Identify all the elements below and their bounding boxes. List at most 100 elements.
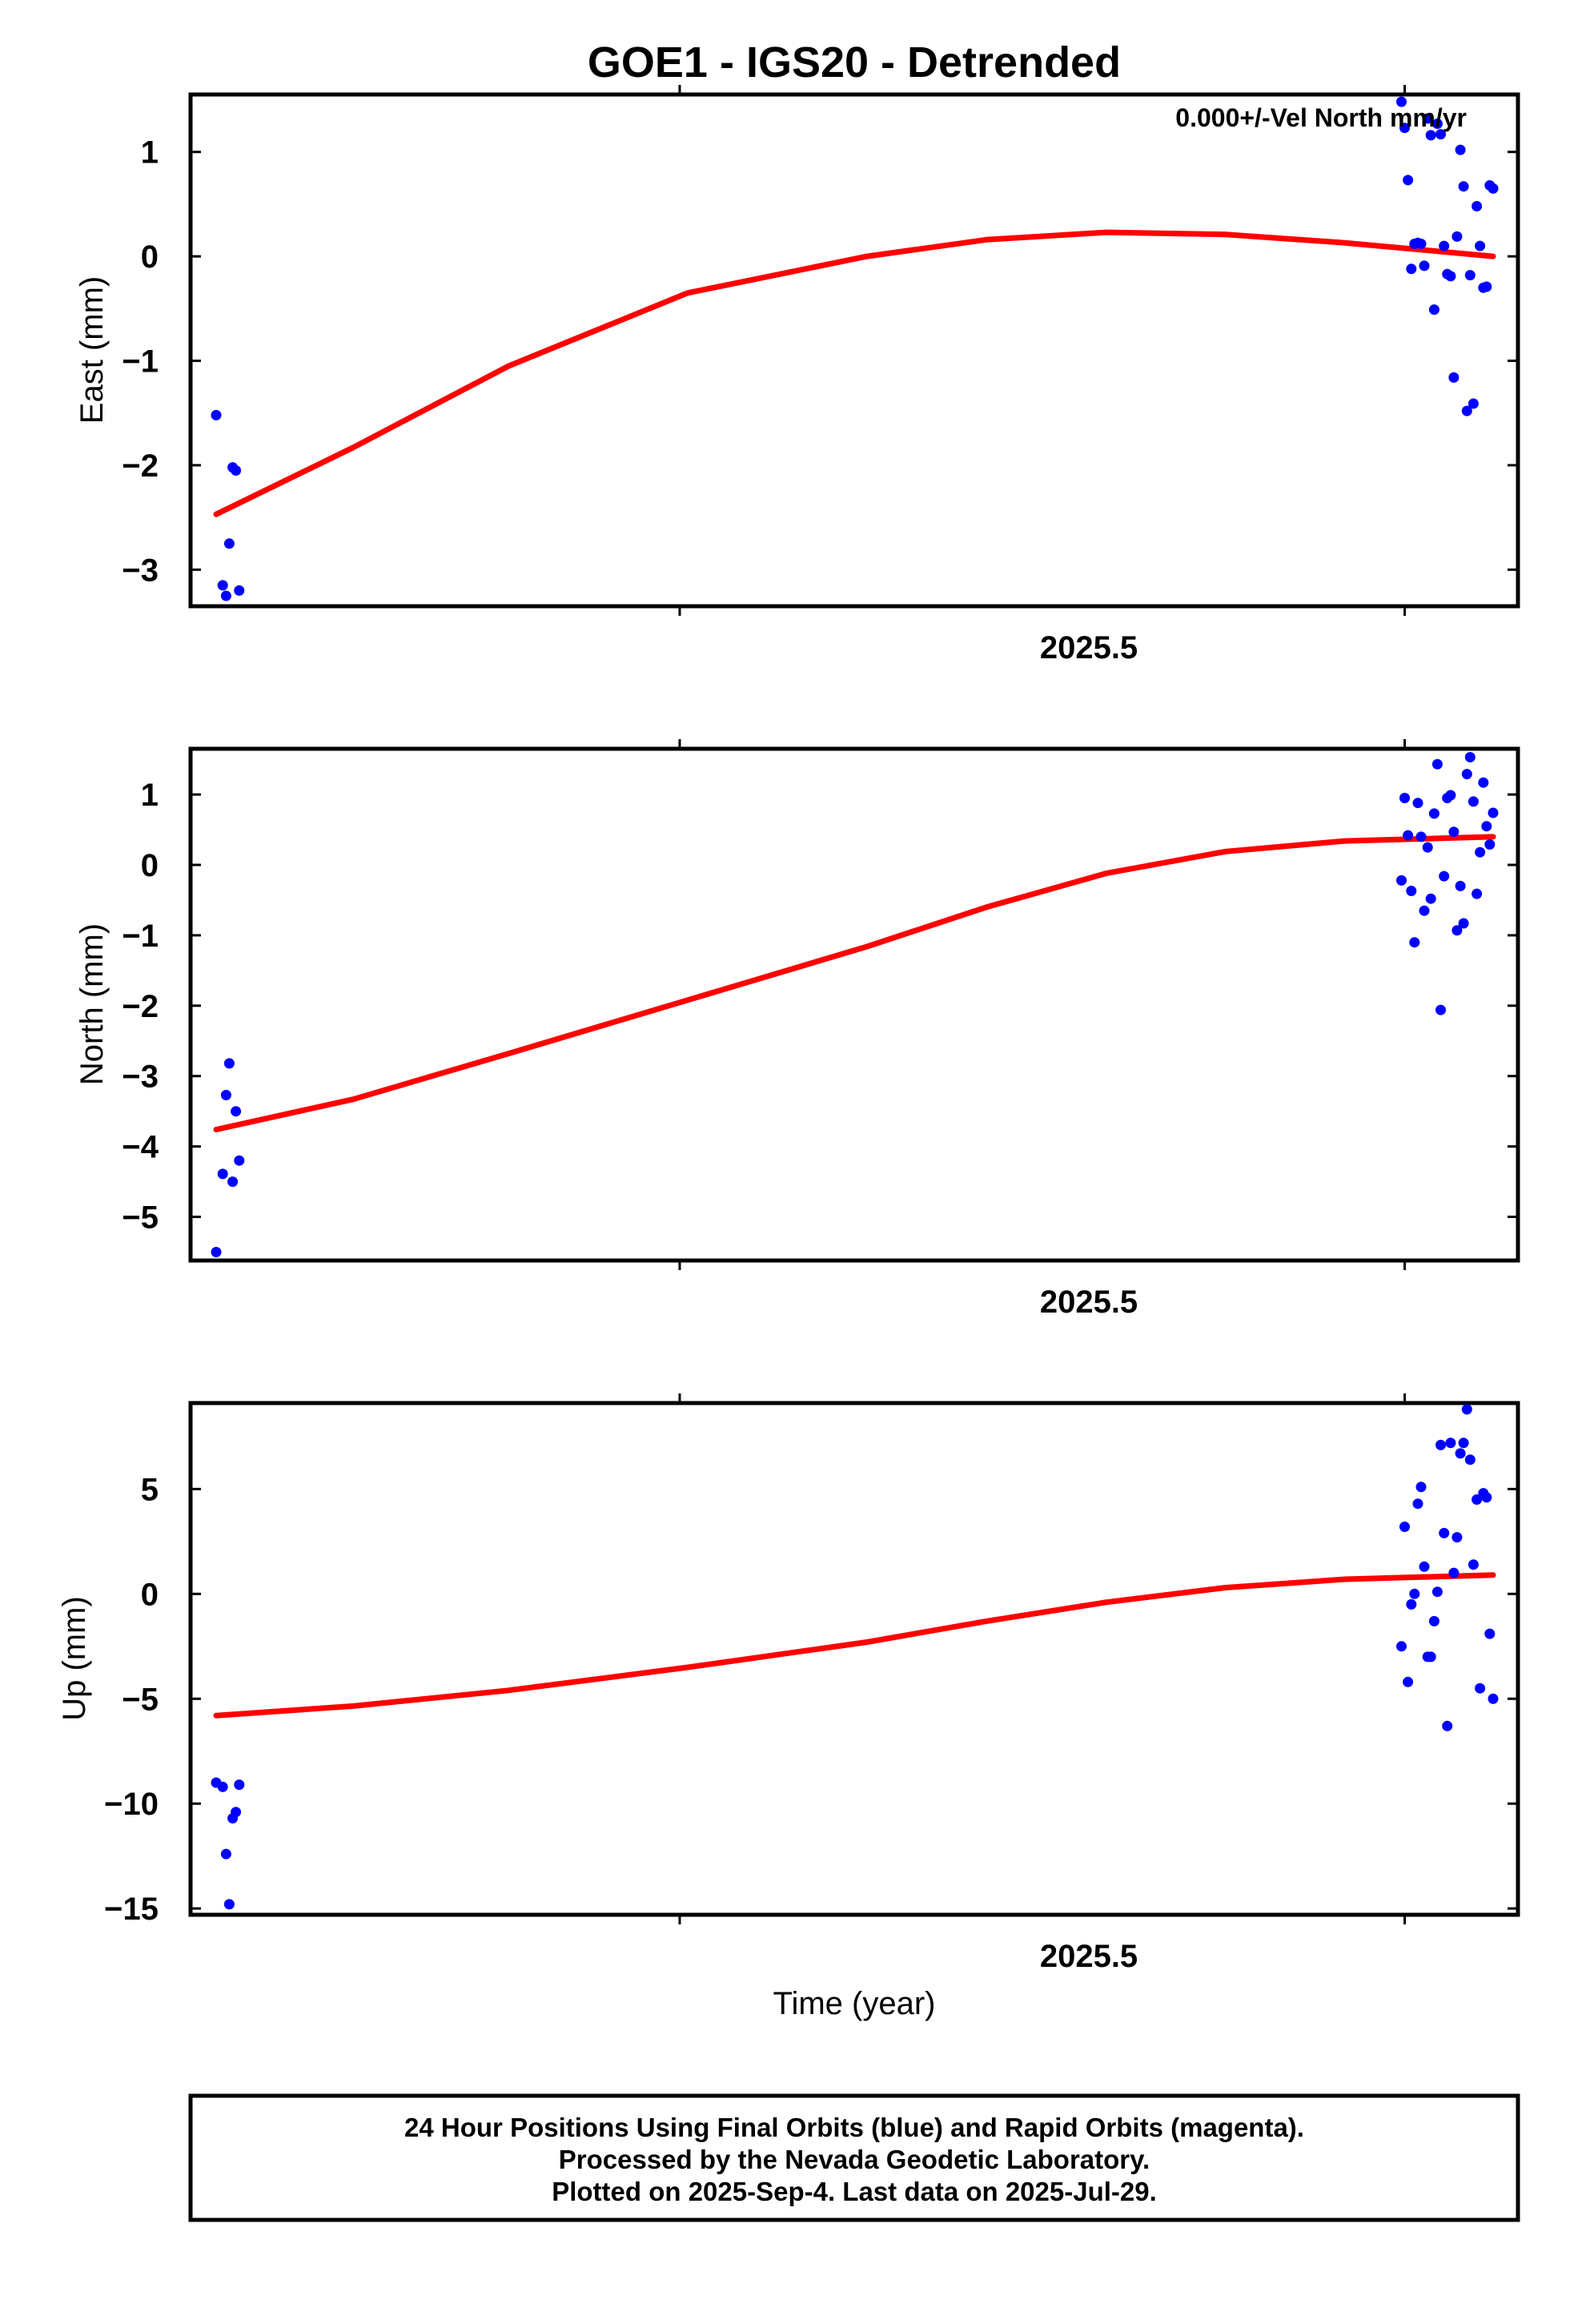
up-data-point	[1431, 1586, 1443, 1598]
east-ytick-label: −2	[122, 448, 159, 484]
north-data-point	[217, 1168, 228, 1180]
panel-east-xtick-label: 2025.5	[1040, 630, 1138, 665]
east-data-point	[1425, 130, 1436, 141]
east-ytick-label: −3	[122, 553, 159, 588]
up-data-point	[1425, 1651, 1436, 1663]
east-data-point	[1452, 231, 1463, 242]
panel-east-marks: 1 0 −1 −2 −3	[122, 85, 1518, 616]
up-data-point	[1399, 1522, 1410, 1532]
north-data-point	[1425, 893, 1436, 904]
up-data-point	[1412, 1498, 1423, 1510]
north-data-point	[1448, 826, 1460, 838]
east-data-point	[220, 590, 231, 601]
north-data-point	[1415, 831, 1427, 842]
up-data-point	[1415, 1482, 1427, 1493]
up-data-point	[1481, 1492, 1492, 1503]
up-data-point	[1455, 1448, 1466, 1459]
east-data-point	[1439, 240, 1450, 251]
north-data-point	[1428, 808, 1439, 819]
north-ytick-label: −3	[122, 1059, 159, 1095]
north-fit-curve	[213, 834, 1496, 1132]
north-data-point	[234, 1155, 245, 1166]
east-data-point	[231, 465, 242, 476]
panel-up-xtick-label: 2025.5	[1040, 1939, 1138, 1974]
east-data-point	[234, 585, 245, 596]
up-data-point	[1419, 1561, 1430, 1572]
east-data-point	[1458, 181, 1469, 192]
up-data-point	[1409, 1588, 1420, 1599]
north-data-point	[220, 1089, 231, 1100]
east-data-point	[1455, 144, 1466, 155]
north-ytick-label: 1	[141, 778, 159, 813]
north-data-point	[1475, 846, 1486, 858]
up-data-point	[1464, 1454, 1476, 1466]
up-data-point	[1448, 1567, 1460, 1578]
velocity-annotation: 0.000+/-Vel North mm/yr	[1175, 103, 1467, 132]
north-data-point	[1481, 821, 1492, 832]
up-data-point	[234, 1779, 245, 1791]
up-data-point	[1488, 1693, 1499, 1704]
panel-up-ylabel: Up (mm)	[57, 1596, 92, 1721]
up-ytick-label: −5	[122, 1682, 159, 1717]
north-data-point	[1461, 769, 1472, 780]
up-data-point	[1403, 1676, 1414, 1687]
up-data-point	[223, 1899, 235, 1910]
north-data-point	[1412, 798, 1423, 809]
footer-line-1: 24 Hour Positions Using Final Orbits (bl…	[404, 2113, 1304, 2142]
north-data-point	[1478, 777, 1489, 788]
east-ytick-label: 0	[141, 239, 159, 275]
north-ytick-label: −4	[122, 1130, 159, 1165]
panel-north-ylabel: North (mm)	[74, 923, 110, 1085]
north-data-point	[223, 1058, 235, 1069]
x-axis-label: Time (year)	[773, 1986, 936, 2021]
north-ytick-label: −5	[122, 1200, 159, 1236]
north-data-point	[1435, 1004, 1446, 1015]
panel-up: 5 0 −5 −10 −15 Up (mm) 2025.5	[57, 1393, 1520, 1974]
panel-east-frame	[188, 92, 1520, 609]
east-ytick-label: −1	[122, 344, 159, 380]
east-data-point	[1431, 119, 1443, 129]
up-data-point	[1406, 1598, 1417, 1610]
east-data-point	[1464, 270, 1476, 281]
east-data-point	[1475, 240, 1486, 251]
north-data-point	[1409, 937, 1420, 948]
panel-north-marks: 1 0 −1 −2 −3 −4 −5	[122, 739, 1518, 1270]
north-data-point	[1445, 790, 1456, 801]
north-data-point	[1452, 925, 1463, 936]
north-data-point	[1396, 875, 1407, 886]
up-ytick-label: 5	[141, 1472, 159, 1507]
north-data-point	[1439, 870, 1450, 882]
panel-east-ylabel: East (mm)	[74, 276, 110, 424]
east-data-point	[1472, 201, 1483, 211]
east-data-point	[223, 538, 235, 549]
north-ytick-label: −2	[122, 989, 159, 1024]
north-data-point	[1455, 880, 1466, 891]
up-data-point	[1435, 1439, 1446, 1450]
north-ytick-label: −1	[122, 919, 159, 954]
up-data-point	[1458, 1437, 1469, 1449]
east-data-point	[1481, 281, 1492, 292]
north-data-point	[1422, 842, 1433, 853]
east-data-point	[1399, 123, 1410, 134]
panel-up-marks: 5 0 −5 −10 −15	[104, 1393, 1518, 1927]
east-data-point	[1403, 175, 1414, 186]
footer-line-2: Processed by the Nevada Geodetic Laborat…	[559, 2145, 1150, 2174]
north-data-point	[1488, 807, 1499, 818]
up-data-point	[1452, 1532, 1463, 1543]
north-data-point	[1484, 839, 1496, 850]
east-data-point	[211, 409, 222, 420]
footer-frame	[188, 2093, 1520, 2222]
up-data-point	[220, 1848, 231, 1860]
up-data-point	[1484, 1628, 1496, 1639]
east-data-point	[1428, 304, 1439, 316]
footer-box: 24 Hour Positions Using Final Orbits (bl…	[188, 2093, 1520, 2222]
up-data-point	[1475, 1683, 1486, 1694]
up-data-point	[1461, 1404, 1472, 1415]
panel-north-xtick-label: 2025.5	[1040, 1285, 1138, 1320]
panel-up-frame	[188, 1401, 1520, 1917]
east-data-point	[1435, 129, 1446, 140]
up-data-point	[1439, 1527, 1450, 1538]
up-ytick-label: −10	[104, 1787, 159, 1822]
east-ytick-label: 1	[141, 135, 159, 171]
